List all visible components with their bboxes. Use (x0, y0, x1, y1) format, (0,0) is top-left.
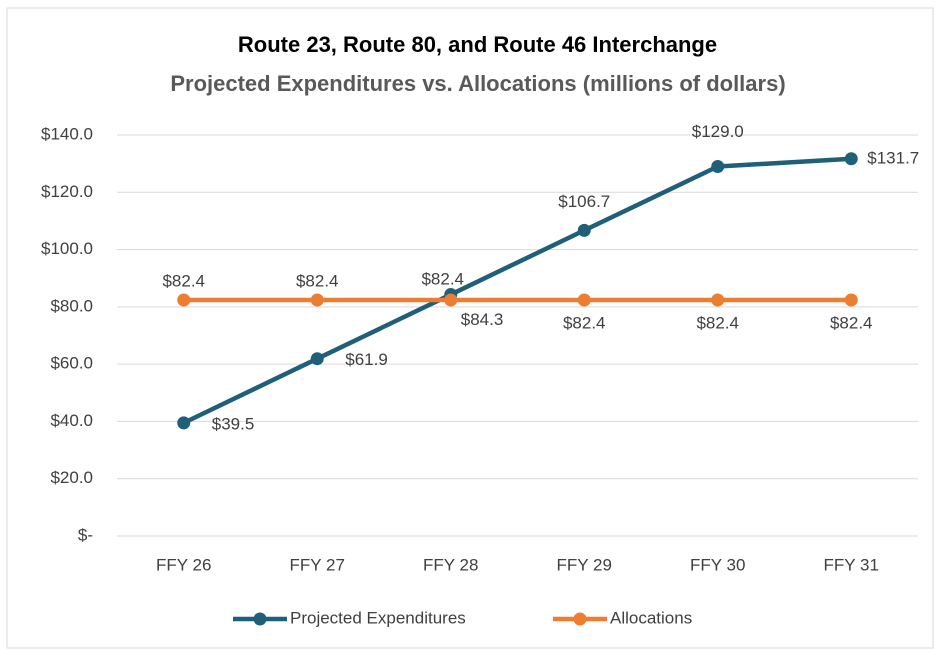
data-label: $106.7 (558, 192, 610, 211)
data-label: $61.9 (345, 350, 388, 369)
x-tick-label: FFY 28 (423, 555, 478, 574)
series-line (182, 156, 852, 425)
x-tick-label: FFY 30 (690, 555, 745, 574)
point (444, 293, 458, 307)
chart-frame (6, 7, 934, 649)
data-label: $82.4 (696, 313, 739, 332)
point (577, 223, 591, 237)
point (177, 293, 191, 307)
legend-marker (573, 612, 587, 626)
data-label: $129.0 (692, 122, 744, 141)
x-tick-label: FFY 29 (557, 555, 612, 574)
data-label: $84.3 (461, 310, 504, 329)
point (711, 293, 725, 307)
point (310, 352, 324, 366)
point (177, 416, 191, 430)
data-label: $39.5 (212, 414, 255, 433)
data-label: $82.4 (296, 271, 339, 290)
chart-title: Route 23, Route 80, and Route 46 Interch… (237, 32, 718, 57)
y-tick-label: $80.0 (50, 296, 93, 315)
y-tick-label: $100.0 (41, 239, 93, 258)
point (844, 152, 858, 166)
y-tick-label: $40.0 (50, 411, 93, 430)
point (310, 293, 324, 307)
legend-label: Projected Expenditures (290, 608, 466, 627)
y-tick-label: $20.0 (50, 468, 93, 487)
data-label: $82.4 (830, 313, 873, 332)
y-tick-label: $60.0 (50, 354, 93, 373)
x-tick-label: FFY 26 (156, 555, 211, 574)
point (844, 293, 858, 307)
point (711, 160, 725, 174)
x-tick-label: FFY 31 (824, 555, 879, 574)
chart-subtitle: Projected Expenditures vs. Allocations (… (170, 71, 786, 96)
y-tick-label: $120.0 (41, 182, 93, 201)
x-tick-label: FFY 27 (290, 555, 345, 574)
data-label: $82.4 (162, 271, 205, 290)
legend-marker (253, 612, 267, 626)
y-tick-label: $140.0 (41, 124, 93, 143)
legend-label: Allocations (610, 608, 692, 627)
point (577, 293, 591, 307)
data-label: $131.7 (867, 148, 919, 167)
data-label: $82.4 (563, 313, 606, 332)
y-tick-label: $- (78, 525, 93, 544)
data-label: $82.4 (421, 269, 464, 288)
